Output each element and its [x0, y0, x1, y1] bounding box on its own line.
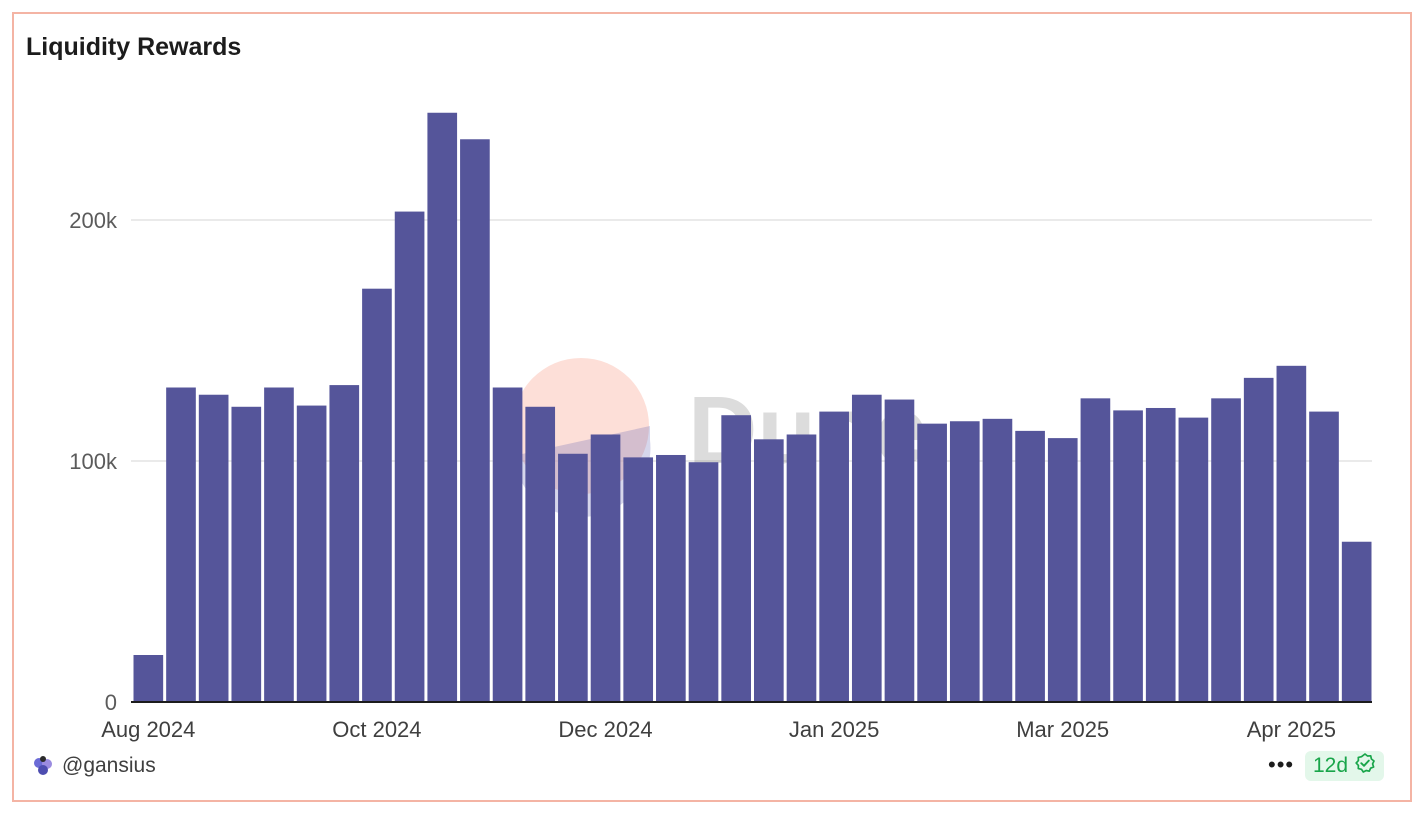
more-options-button[interactable]: ••• [1268, 752, 1295, 777]
bar[interactable] [884, 399, 915, 702]
y-tick-label: 200k [69, 208, 118, 233]
bar[interactable] [1113, 410, 1143, 702]
bar[interactable] [329, 385, 360, 702]
bar[interactable] [231, 406, 262, 702]
bar[interactable] [198, 394, 229, 702]
bar[interactable] [1145, 407, 1176, 702]
bar[interactable] [1211, 398, 1241, 702]
bar[interactable] [1015, 430, 1045, 703]
bar[interactable] [427, 112, 458, 702]
bar[interactable] [786, 434, 817, 702]
chart-title: Liquidity Rewards [26, 33, 242, 61]
bar[interactable] [394, 211, 425, 702]
bar[interactable] [851, 394, 882, 702]
bar[interactable] [1243, 377, 1274, 702]
bar[interactable] [1047, 438, 1078, 702]
bar[interactable] [166, 387, 196, 703]
query-age-badge[interactable]: 12d [1305, 751, 1385, 781]
bar[interactable] [819, 411, 849, 702]
author-name: @gansius [62, 754, 156, 777]
bar[interactable] [721, 415, 751, 702]
bar[interactable] [1080, 398, 1111, 702]
bar[interactable] [590, 434, 621, 702]
bar[interactable] [264, 387, 294, 703]
y-tick-label: 100k [69, 449, 118, 474]
y-axis-ticks: 0 100k 200k [69, 208, 118, 715]
x-tick-label: Oct 2024 [332, 717, 421, 742]
bar[interactable] [296, 405, 327, 702]
x-axis-ticks: Aug 2024 Oct 2024 Dec 2024 Jan 2025 Mar 2025… [101, 717, 1336, 742]
avatar-icon [32, 755, 54, 777]
x-tick-label: Jan 2025 [789, 717, 880, 742]
bar[interactable] [949, 421, 980, 702]
x-tick-label: Apr 2025 [1247, 717, 1336, 742]
bar[interactable] [1341, 541, 1372, 702]
bars [133, 112, 1372, 703]
bar[interactable] [623, 457, 654, 702]
x-tick-label: Aug 2024 [101, 717, 195, 742]
age-label: 12d [1313, 754, 1349, 777]
bar[interactable] [362, 288, 392, 702]
bar[interactable] [1276, 365, 1307, 702]
author-link[interactable]: @gansius [32, 754, 156, 778]
bar[interactable] [1309, 411, 1339, 702]
bar[interactable] [558, 453, 588, 702]
bar[interactable] [982, 418, 1013, 702]
bar[interactable] [460, 139, 490, 702]
y-tick-label: 0 [105, 690, 117, 715]
bar[interactable] [492, 387, 523, 703]
bar[interactable] [688, 462, 719, 702]
bar[interactable] [133, 655, 164, 702]
bar[interactable] [1178, 417, 1209, 702]
x-tick-label: Mar 2025 [1016, 717, 1109, 742]
bar[interactable] [754, 439, 784, 702]
check-badge-icon [1354, 752, 1376, 780]
x-tick-label: Dec 2024 [558, 717, 652, 742]
bar[interactable] [917, 423, 947, 702]
bar[interactable] [656, 454, 686, 702]
bar[interactable] [525, 406, 556, 702]
